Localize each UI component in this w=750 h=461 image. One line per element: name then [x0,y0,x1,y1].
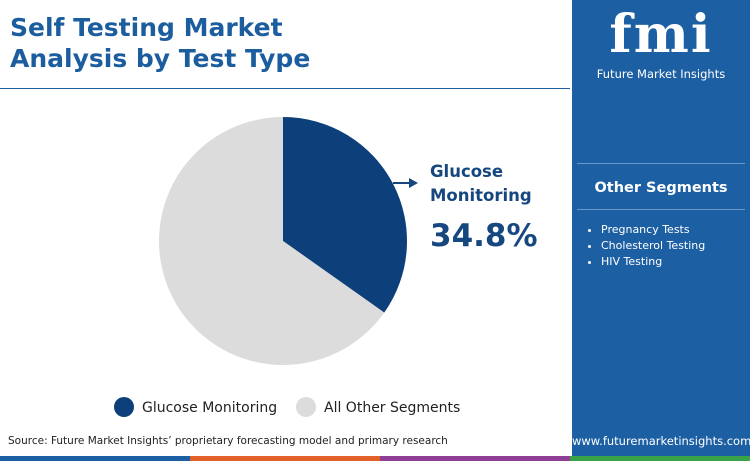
legend-text: All Other Segments [324,400,460,416]
pie-slice [283,117,407,313]
stripe [190,456,380,461]
segment-item: Cholesterol Testing [601,238,705,254]
logo: fmi [609,4,713,65]
annotation-value: 34.8% [430,218,538,254]
divider [577,163,745,164]
divider [577,209,745,210]
pie-slice [158,117,385,365]
stripe [380,456,570,461]
sidebar [572,0,750,456]
legend-text: Glucose Monitoring [142,400,277,416]
stripe [0,456,190,461]
chart-title: Self Testing Market Analysis by Test Typ… [10,13,311,73]
annotation-label: Glucose Monitoring [430,162,532,205]
pie [158,117,407,365]
stripe [570,456,750,461]
brand: Future Market Insights [596,67,726,81]
website: www.futuremarketinsights.com [572,434,750,448]
sidebar-heading: Other Segments [594,180,728,196]
legend-swatch [296,397,316,417]
legend-swatch [114,397,134,417]
source-note: Source: Future Market Insights’ propriet… [8,435,448,447]
annotation-arrowhead [409,178,418,188]
segment-list: Pregnancy Tests Cholesterol Testing HIV … [583,222,705,270]
segment-item: Pregnancy Tests [601,222,705,238]
divider [0,88,570,89]
segment-item: HIV Testing [601,254,705,270]
